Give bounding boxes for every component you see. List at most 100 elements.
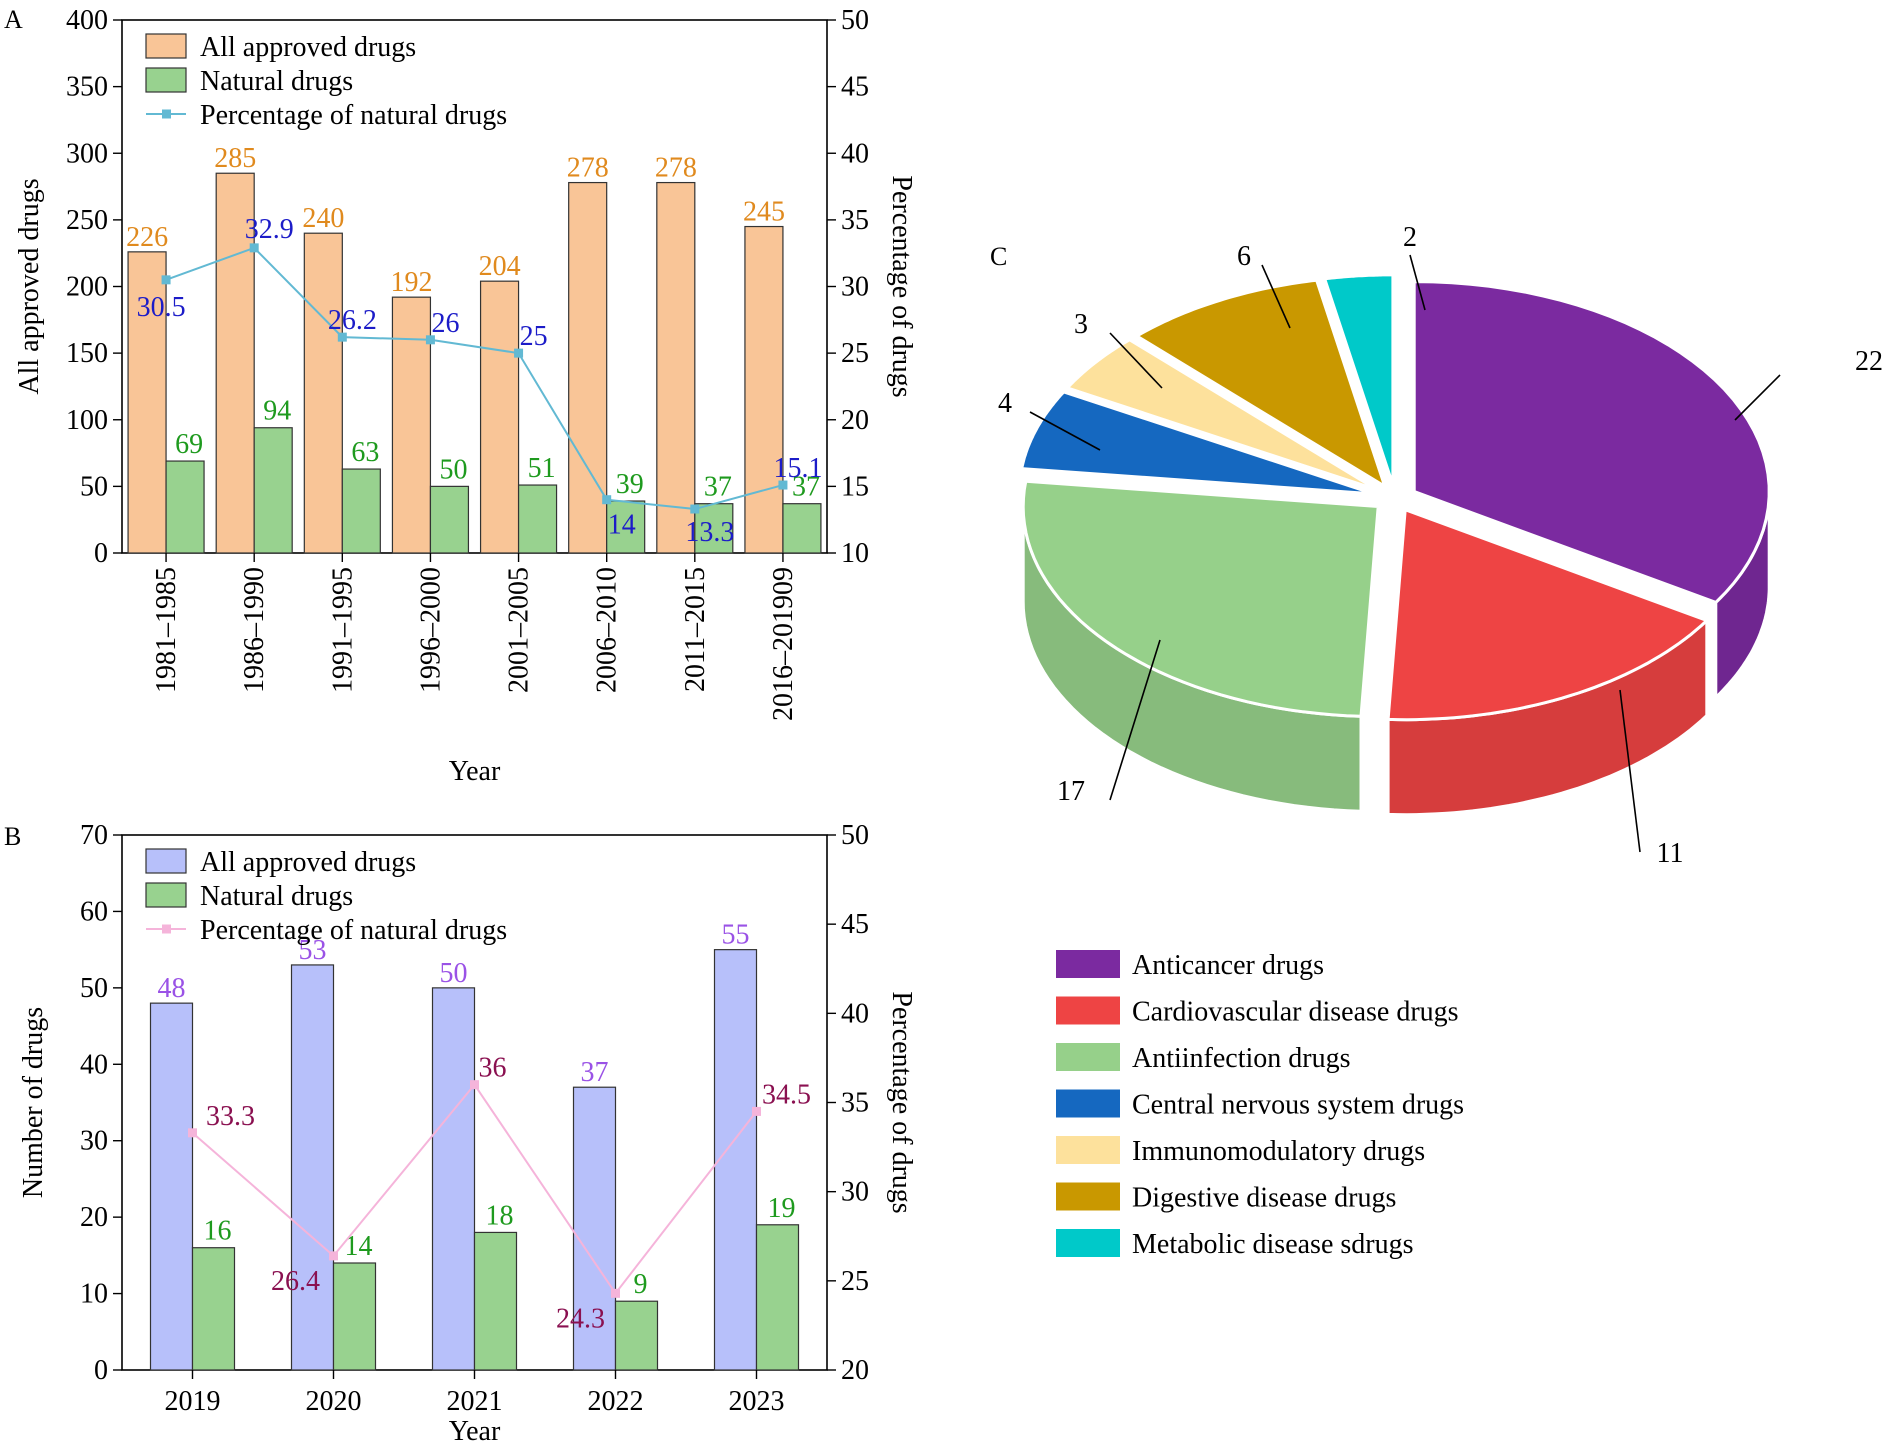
pie-slice xyxy=(1019,390,1375,496)
data-label-percentage: 30.5 xyxy=(137,292,186,323)
bar-all-approved xyxy=(149,1002,194,1371)
legend-swatch xyxy=(1056,1089,1120,1118)
panel-a-chart: A 0 50 100 150 200 250 300 350 400 10 15 20 25 30 35 40… xyxy=(4,5,917,787)
percentage-point xyxy=(752,1106,761,1116)
data-label-percentage: 26.2 xyxy=(328,305,377,336)
pie-value-label: 11 xyxy=(1657,838,1684,869)
y-tick-label: 60 xyxy=(80,896,108,927)
bar-all-approved xyxy=(391,296,432,554)
bar-all-approved xyxy=(656,181,696,554)
data-label-all-approved: 48 xyxy=(158,973,186,1004)
bar-natural xyxy=(606,500,646,554)
data-label-percentage: 13.3 xyxy=(685,517,734,548)
y2-tick-label: 35 xyxy=(841,205,869,236)
percentage-point xyxy=(188,1128,197,1138)
y-tick-label: 150 xyxy=(66,338,108,369)
panel-a-letter: A xyxy=(4,5,23,34)
bar-natural xyxy=(614,1300,659,1371)
x-tick-label: 2001–2005 xyxy=(504,567,535,693)
y2-tick-label: 50 xyxy=(841,820,869,851)
legend-swatch xyxy=(1056,1229,1120,1257)
y-tick-label: 10 xyxy=(80,1279,108,1310)
x-tick-label: 2016–201909 xyxy=(768,567,799,721)
data-label-all-approved: 204 xyxy=(479,251,521,282)
legend-label: Antiinfection drugs xyxy=(1132,1043,1351,1074)
pie-leader-line xyxy=(1619,689,1641,853)
legend-label: Percentage of natural drugs xyxy=(200,100,507,131)
legend-label: Natural drugs xyxy=(200,881,353,912)
legend-label: All approved drugs xyxy=(200,32,416,63)
legend-label: Central nervous system drugs xyxy=(1132,1090,1464,1121)
data-label-natural: 9 xyxy=(634,1269,648,1300)
bar-natural xyxy=(332,1262,377,1371)
data-label-all-approved: 53 xyxy=(299,935,327,966)
legend-swatch xyxy=(145,882,187,908)
legend-label: Immunomodulatory drugs xyxy=(1132,1136,1425,1167)
bar-natural xyxy=(694,503,734,554)
y-tick-label: 20 xyxy=(80,1202,108,1233)
bar-natural xyxy=(517,484,558,554)
percentage-point xyxy=(337,332,347,342)
y2-tick-label: 30 xyxy=(841,272,869,303)
x-axis-title: Year xyxy=(449,1416,501,1447)
y2-tick-label: 25 xyxy=(841,1266,869,1297)
y2-tick-label: 40 xyxy=(841,998,869,1029)
x-tick-label: 1986–1990 xyxy=(239,567,270,693)
bar-all-approved xyxy=(431,987,476,1371)
y-tick-label: 300 xyxy=(66,138,108,169)
legend-swatch xyxy=(1056,950,1120,978)
x-tick-label: 2022 xyxy=(588,1386,644,1417)
percentage-point xyxy=(470,1080,479,1090)
y2-tick-label: 10 xyxy=(841,538,869,569)
x-tick-label: 2006–2010 xyxy=(592,567,623,693)
data-label-all-approved: 278 xyxy=(655,153,697,184)
percentage-line xyxy=(165,246,784,511)
data-label-all-approved: 240 xyxy=(302,203,344,234)
pie-leader-line xyxy=(1734,374,1781,421)
data-label-percentage: 26.4 xyxy=(271,1266,320,1297)
data-label-all-approved: 278 xyxy=(567,153,609,184)
pie-leader-line xyxy=(1109,332,1163,389)
y2-tick-label: 20 xyxy=(841,405,869,436)
y-tick-label: 0 xyxy=(94,1355,108,1386)
data-label-percentage: 33.3 xyxy=(206,1101,255,1132)
percentage-point xyxy=(161,275,171,285)
percentage-point xyxy=(778,480,788,490)
legend-label: Digestive disease drugs xyxy=(1132,1183,1396,1214)
bar-natural xyxy=(191,1247,236,1371)
legend-label: Cardiovascular disease drugs xyxy=(1132,997,1459,1028)
y-axis-title: Number of drugs xyxy=(18,1007,49,1198)
y-tick-label: 250 xyxy=(66,205,108,236)
data-label-percentage: 15.1 xyxy=(773,453,822,484)
bar-all-approved xyxy=(713,949,758,1371)
legend-swatch xyxy=(1056,1182,1120,1211)
x-tick-label: 1991–1995 xyxy=(327,567,358,693)
pie-leader-line xyxy=(1261,264,1291,329)
pie-slice xyxy=(1064,337,1379,492)
legend-line-marker xyxy=(162,109,171,119)
bar-all-approved xyxy=(572,1086,617,1371)
data-label-all-approved: 226 xyxy=(126,222,168,253)
data-label-natural: 14 xyxy=(345,1231,373,1262)
data-label-natural: 19 xyxy=(768,1193,796,1224)
data-label-percentage: 14 xyxy=(608,510,636,541)
legend-swatch xyxy=(145,67,187,93)
legend-line-marker xyxy=(162,924,171,934)
bar-all-approved xyxy=(127,251,167,554)
legend-label: All approved drugs xyxy=(200,847,416,878)
pie-slice xyxy=(1412,280,1771,605)
data-label-all-approved: 37 xyxy=(581,1057,609,1088)
pie-slice xyxy=(1133,278,1388,490)
panel-b-chart: B 0 10 20 30 40 50 60 70 20 25 30 35 40 45 50 48 16 2019 5… xyxy=(4,820,917,1447)
data-label-natural: 39 xyxy=(616,469,644,500)
x-axis-title: Year xyxy=(449,756,501,787)
legend-label: Metabolic disease sdrugs xyxy=(1132,1229,1414,1260)
data-label-natural: 51 xyxy=(528,453,556,484)
percentage-point xyxy=(329,1251,338,1261)
bar-all-approved xyxy=(290,964,335,1371)
y2-tick-label: 40 xyxy=(841,138,869,169)
y-tick-label: 350 xyxy=(66,72,108,103)
pie-value-label: 2 xyxy=(1403,222,1417,253)
pie-leader-line xyxy=(1409,254,1426,311)
